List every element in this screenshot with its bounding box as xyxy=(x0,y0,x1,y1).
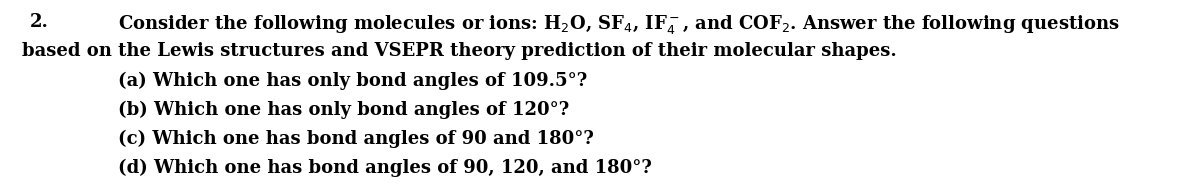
Text: 2.: 2. xyxy=(30,13,49,31)
Text: (a) Which one has only bond angles of 109.5°?: (a) Which one has only bond angles of 10… xyxy=(118,72,587,90)
Text: based on the Lewis structures and VSEPR theory prediction of their molecular sha: based on the Lewis structures and VSEPR … xyxy=(22,42,896,60)
Text: (c) Which one has bond angles of 90 and 180°?: (c) Which one has bond angles of 90 and … xyxy=(118,130,593,148)
Text: (b) Which one has only bond angles of 120°?: (b) Which one has only bond angles of 12… xyxy=(118,101,569,119)
Text: Consider the following molecules or ions: H$_2$O, SF$_4$, IF$_4^-$, and COF$_2$.: Consider the following molecules or ions… xyxy=(118,13,1120,36)
Text: (d) Which one has bond angles of 90, 120, and 180°?: (d) Which one has bond angles of 90, 120… xyxy=(118,159,652,177)
